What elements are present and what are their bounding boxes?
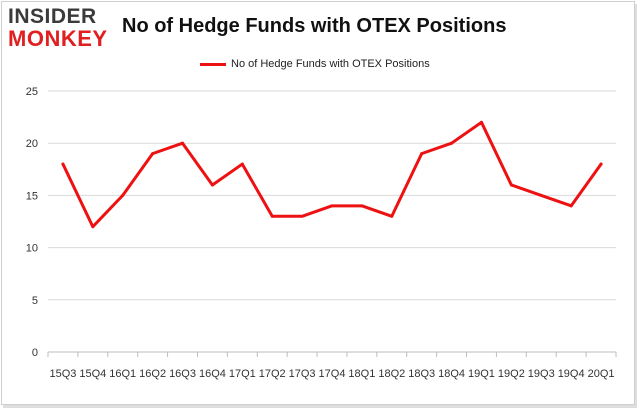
- data-point: [210, 183, 214, 187]
- data-point: [450, 141, 454, 145]
- data-point: [61, 162, 65, 166]
- x-tick-label: 16Q2: [139, 368, 166, 380]
- x-tick-label: 19Q2: [498, 368, 525, 380]
- logo-line-2: MONKEY: [8, 26, 108, 51]
- x-tick-label: 19Q1: [468, 368, 495, 380]
- y-tick-label: 15: [26, 190, 38, 202]
- x-tick-label: 15Q3: [49, 368, 76, 380]
- legend-swatch: [200, 62, 226, 66]
- insider-monkey-logo: INSIDER MONKEY: [8, 6, 114, 52]
- legend-label: No of Hedge Funds with OTEX Positions: [231, 58, 430, 70]
- x-tick-label: 17Q4: [319, 368, 346, 380]
- y-tick-label: 20: [26, 138, 38, 150]
- chart-legend: No of Hedge Funds with OTEX Positions: [200, 56, 430, 72]
- series-line: [61, 120, 603, 229]
- data-point: [509, 183, 513, 187]
- y-tick-label: 5: [32, 295, 38, 307]
- data-point: [569, 204, 573, 208]
- x-tick-label: 19Q4: [558, 368, 585, 380]
- y-tick-label: 10: [26, 243, 38, 255]
- x-tick-label: 16Q4: [199, 368, 226, 380]
- data-point: [330, 204, 334, 208]
- data-point: [360, 204, 364, 208]
- x-tick-label: 17Q3: [289, 368, 316, 380]
- data-point: [91, 225, 95, 229]
- data-point: [240, 162, 244, 166]
- x-tick-label: 19Q3: [528, 368, 555, 380]
- y-tick-label: 0: [32, 347, 38, 359]
- x-tick-label: 15Q4: [79, 368, 106, 380]
- logo-line-1: INSIDER: [8, 5, 97, 28]
- chart-title: No of Hedge Funds with OTEX Positions: [122, 15, 507, 37]
- x-tick-label: 16Q3: [169, 368, 196, 380]
- data-point: [181, 141, 185, 145]
- data-point: [479, 120, 483, 124]
- data-point: [151, 152, 155, 156]
- x-tick-label: 18Q3: [408, 368, 435, 380]
- x-tick-label: 20Q1: [588, 368, 615, 380]
- data-point: [121, 193, 125, 197]
- x-tick-label: 18Q2: [378, 368, 405, 380]
- data-point: [270, 214, 274, 218]
- x-tick-label: 18Q4: [438, 368, 465, 380]
- x-tick-label: 17Q1: [229, 368, 256, 380]
- x-tick-label: 16Q1: [109, 368, 136, 380]
- data-point: [599, 162, 603, 166]
- x-tick-label: 17Q2: [259, 368, 286, 380]
- x-tick-label: 18Q1: [348, 368, 375, 380]
- y-tick-label: 25: [26, 86, 38, 98]
- data-point: [390, 214, 394, 218]
- data-point: [300, 214, 304, 218]
- data-point: [539, 193, 543, 197]
- data-point: [420, 152, 424, 156]
